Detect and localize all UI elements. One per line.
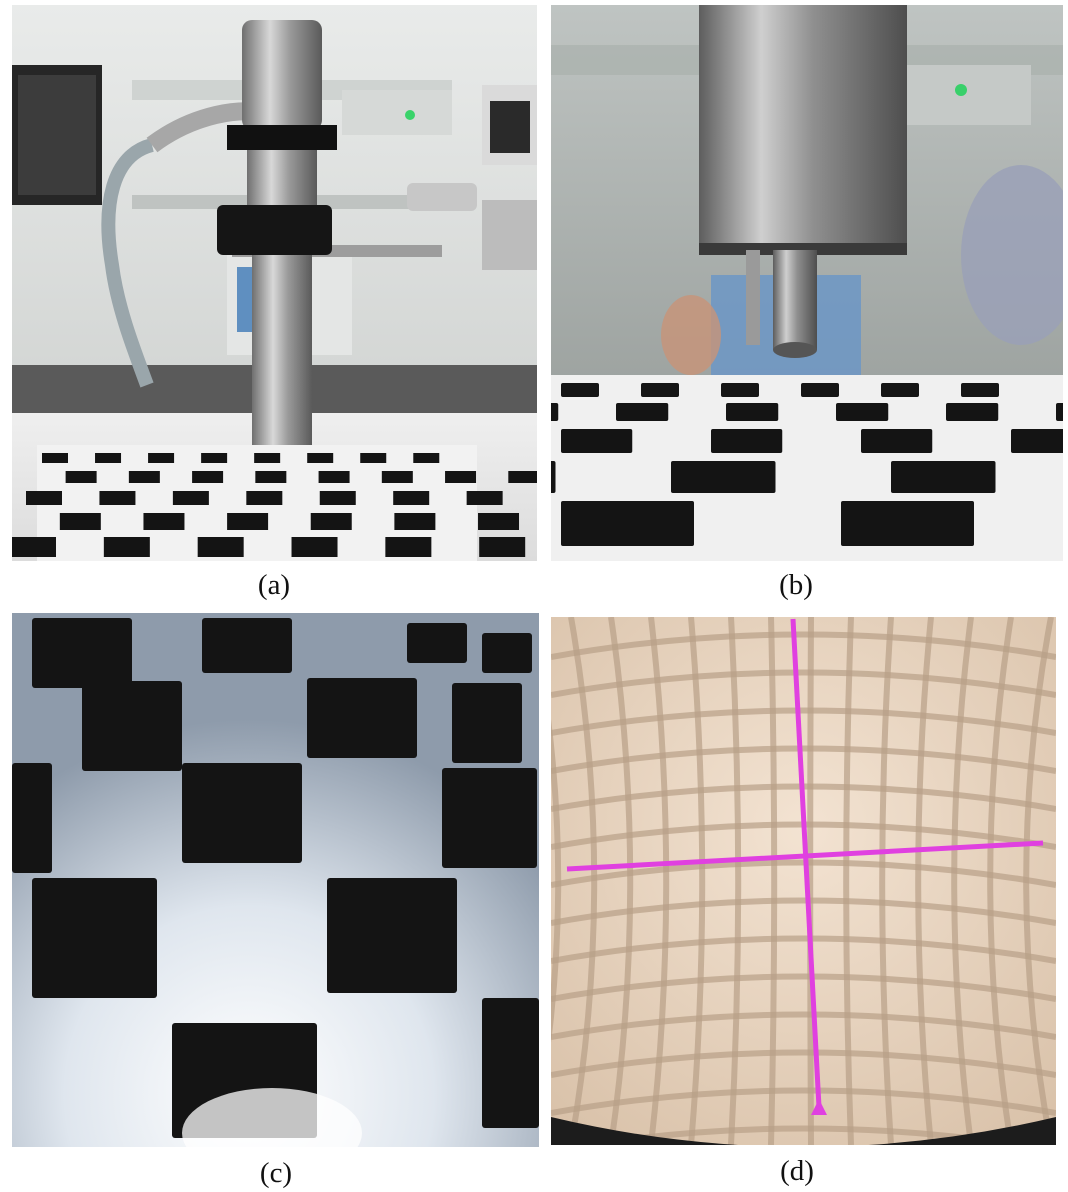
crosshair-horizontal <box>566 840 1044 872</box>
caption-b: (b) <box>779 569 813 601</box>
panel-c-photo <box>12 613 539 1147</box>
crosshair-vertical <box>790 618 822 1108</box>
caption-d: (d) <box>780 1155 814 1187</box>
panel-d-photo <box>551 617 1056 1145</box>
checkerboard-a <box>12 445 537 561</box>
panel-a-photo <box>12 5 537 561</box>
caption-a: (a) <box>257 569 291 601</box>
distorted-grid-d <box>551 617 1056 1145</box>
crosshair-marker <box>811 1099 827 1115</box>
panel-b-photo <box>551 5 1063 561</box>
distorted-checkerboard-c <box>12 618 539 1138</box>
caption-c: (c) <box>259 1157 293 1189</box>
checkerboard-b <box>551 383 1063 546</box>
